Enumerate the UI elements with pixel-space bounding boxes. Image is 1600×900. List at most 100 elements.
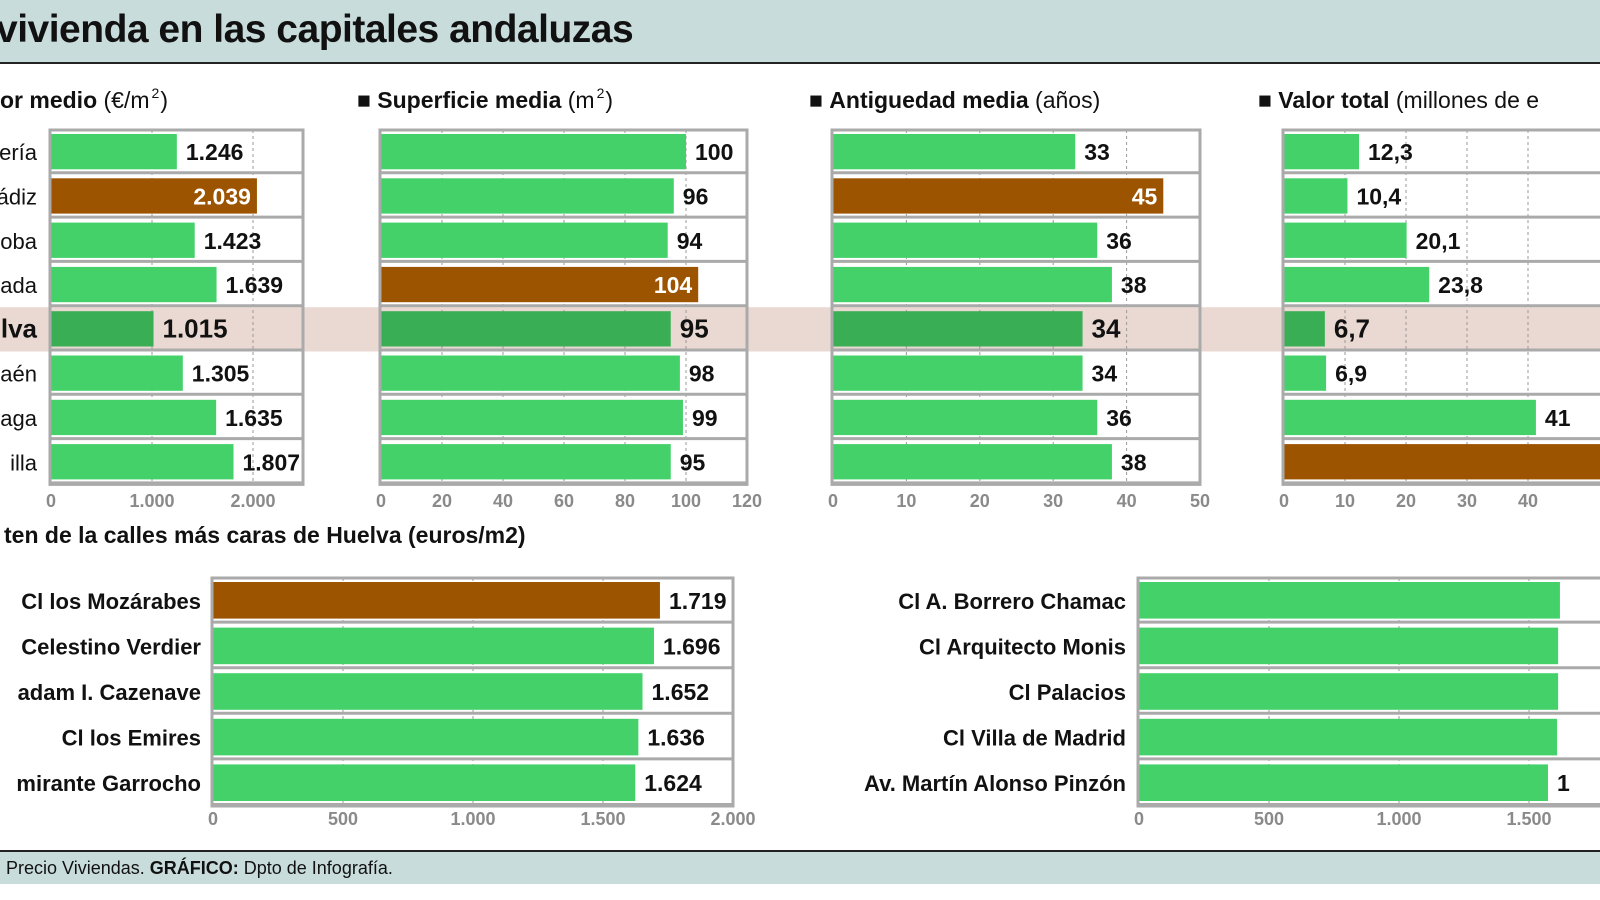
category-label: aén: [0, 362, 37, 387]
value-label: 99: [692, 405, 718, 431]
value-label: 98: [689, 361, 715, 387]
value-label: 95: [680, 313, 709, 343]
panel-header-precio: or medio (€/m 2): [0, 86, 168, 114]
plot-frame: [1281, 128, 1600, 486]
category-label: mirante Garrocho: [16, 771, 201, 796]
bar: [1284, 222, 1407, 258]
bar: [1284, 355, 1327, 391]
category-label: Celestino Verdier: [21, 634, 201, 659]
axis-tick-label: 40: [493, 491, 513, 511]
value-label: 95: [680, 449, 706, 475]
value-label: 100: [695, 139, 733, 165]
axis-tick-label: 0: [376, 491, 386, 511]
value-label: 12,3: [1368, 139, 1413, 165]
footer-text: Precio Viviendas. GRÁFICO: Dpto de Infog…: [6, 858, 393, 879]
value-label: 23,8: [1438, 272, 1483, 298]
bar: [213, 764, 636, 801]
footer-credit-label: GRÁFICO:: [149, 858, 239, 878]
bar: [381, 399, 683, 436]
value-label: 1.639: [226, 272, 284, 298]
category-label: ería: [0, 140, 38, 165]
category-label: adam I. Cazenave: [18, 680, 201, 705]
axis-tick-label: 500: [1254, 809, 1284, 829]
bar: [833, 222, 1098, 258]
bar: [1284, 178, 1348, 214]
value-label: 36: [1106, 228, 1132, 254]
category-label: ádiz: [0, 184, 37, 209]
axis-tick-label: 1.500: [580, 809, 625, 829]
bar: [213, 673, 643, 710]
category-label: lva: [1, 313, 38, 343]
bar: [833, 266, 1112, 303]
value-label: 1.719: [669, 588, 727, 614]
value-label: 6,7: [1334, 313, 1370, 343]
value-label: 1.423: [204, 228, 262, 254]
axis-tick-label: 80: [615, 491, 635, 511]
panel-header-superficie: ■ Superficie media (m 2): [357, 86, 613, 114]
axis-tick-label: 60: [554, 491, 574, 511]
axis-tick-label: 10: [896, 491, 916, 511]
bar: [51, 399, 217, 436]
value-label: 41: [1545, 405, 1571, 431]
footer-credit: Dpto de Infografía.: [238, 858, 393, 878]
axis-tick-label: 2.000: [710, 809, 755, 829]
value-label: 2.039: [193, 183, 251, 209]
panel-title: Valor total: [1278, 87, 1390, 113]
plot-frame: [210, 576, 735, 808]
bar: [1284, 399, 1536, 436]
bar: [381, 178, 674, 214]
axis-tick-label: 20: [1396, 491, 1416, 511]
axis-tick-label: 0: [1279, 491, 1289, 511]
value-label: 1.305: [192, 361, 250, 387]
panel-header-valor-total: ■ Valor total (millones de e: [1258, 86, 1539, 114]
axis-tick-label: 10: [1335, 491, 1355, 511]
page-title: vivienda en las capitales andaluzas: [0, 8, 634, 51]
value-label: 1.636: [647, 725, 705, 751]
category-label: Av. Martín Alonso Pinzón: [864, 771, 1126, 796]
category-label: ada: [0, 273, 37, 298]
highlight-band-huelva: [0, 307, 1600, 352]
bar: [381, 311, 671, 347]
plot-frame: [1136, 576, 1600, 808]
panel-title: Antiguedad media: [829, 87, 1029, 113]
category-label: aga: [0, 406, 37, 431]
axis-tick-label: 30: [1043, 491, 1063, 511]
streets-subtitle: ten de la calles más caras de Huelva (eu…: [4, 522, 526, 548]
axis-tick-label: 0: [1134, 809, 1144, 829]
panel-unit: (millones de e: [1395, 87, 1540, 113]
panel-header-antiguedad: ■ Antiguedad media (años): [809, 86, 1100, 114]
value-label: 33: [1084, 139, 1110, 165]
value-label: 1.652: [652, 679, 710, 705]
bar: [213, 582, 660, 619]
bar: [1284, 266, 1430, 303]
value-label: 1.246: [186, 139, 244, 165]
category-label: Cl Arquitecto Monis: [919, 634, 1126, 659]
bar: [833, 399, 1098, 436]
value-label: 34: [1092, 313, 1121, 343]
bar: [381, 134, 686, 170]
bar: [833, 444, 1112, 480]
axis-tick-label: 40: [1518, 491, 1538, 511]
value-label: 38: [1121, 272, 1147, 298]
unit-close: ): [605, 87, 614, 113]
bar: [213, 627, 654, 665]
value-label: 34: [1092, 361, 1118, 387]
panel-title: Superficie media: [377, 87, 562, 113]
square-marker-icon: ■: [357, 87, 371, 113]
bar: [833, 178, 1164, 214]
plot-frame: [48, 128, 305, 486]
category-label: Cl Palacios: [1009, 680, 1126, 705]
value-label: 1.635: [225, 405, 283, 431]
bar: [51, 222, 195, 258]
bar: [381, 222, 668, 258]
axis-tick-label: 2.000: [230, 491, 275, 511]
value-label: 1.807: [243, 449, 301, 475]
value-label: 38: [1121, 449, 1147, 475]
value-label: 45: [1132, 183, 1158, 209]
axis-tick-label: 0: [46, 491, 56, 511]
bar: [51, 444, 234, 480]
value-label: 1.624: [644, 770, 702, 796]
bar: [51, 178, 257, 214]
square-marker-icon: ■: [809, 87, 823, 113]
